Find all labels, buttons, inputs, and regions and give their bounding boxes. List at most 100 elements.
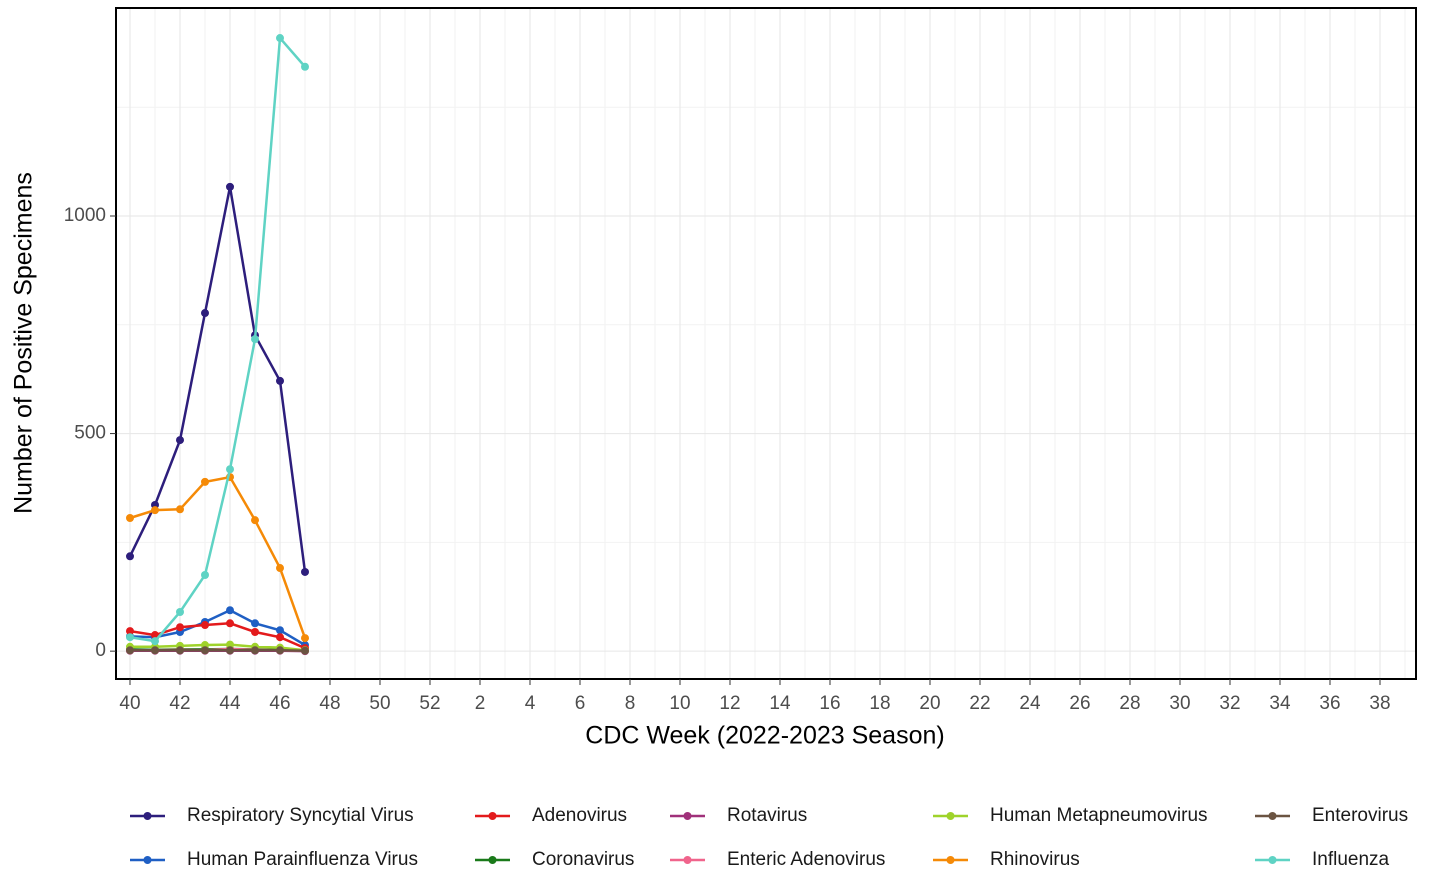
data-point [251,619,259,628]
legend-dot [143,856,152,864]
data-point [251,335,259,344]
x-tick-label: 38 [1369,693,1390,714]
data-point [276,633,284,642]
data-point [276,646,284,655]
legend-label: Rhinovirus [990,849,1080,870]
data-point [301,62,309,71]
data-point [126,552,134,561]
data-point [201,570,209,579]
legend-label: Enteric Adenovirus [727,849,885,870]
data-point [226,606,234,615]
legend-dot [1268,856,1277,864]
x-tick-label: 40 [119,693,140,714]
legend-label: Human Metapneumovirus [990,805,1208,826]
data-point [126,627,134,636]
data-point [176,646,184,655]
data-point [126,513,134,522]
legend-label: Influenza [1312,849,1390,870]
series-line [129,475,307,639]
data-point [176,623,184,632]
data-point [301,567,309,576]
x-tick-label: 42 [169,693,190,714]
legend-dot [488,812,497,820]
series-line [130,643,306,652]
legend: Respiratory Syncytial Virus Human Parainf… [130,805,1408,870]
data-point [226,465,234,474]
x-tick-label: 10 [669,693,690,714]
legend-dot [1268,812,1277,820]
data-point [201,646,209,655]
x-tick-label: 24 [1019,693,1041,714]
x-tick-label: 28 [1119,693,1140,714]
x-axis-title: CDC Week (2022-2023 Season) [585,722,944,750]
x-tick-label: 52 [419,693,440,714]
data-point [301,646,309,655]
y-tick-label: 1000 [64,205,106,226]
x-tick-label: 48 [319,693,340,714]
data-point [201,477,209,486]
plot-border [115,7,1417,680]
data-point [276,626,284,635]
legend-label: Coronavirus [532,849,634,870]
legend-label: Human Parainfluenza Virus [187,849,418,870]
data-point [176,436,184,445]
data-point [151,637,159,646]
data-point [301,634,309,643]
x-tick-label: 36 [1319,693,1340,714]
legend-dot [488,856,497,864]
legend-dot [946,812,955,820]
data-point [151,646,159,655]
data-point [226,640,234,649]
plot-area [126,34,309,656]
legend-label: Enterovirus [1312,805,1408,826]
data-point [201,621,209,630]
data-point [226,619,234,628]
data-point [276,34,284,43]
x-tick-label: 8 [625,693,636,714]
x-tick-label: 46 [269,693,290,714]
x-tick-label: 34 [1269,693,1291,714]
data-point [226,646,234,655]
x-tick-label: 32 [1219,693,1240,714]
data-point [251,628,259,637]
legend-dot [683,856,692,864]
x-tick-label: 2 [475,693,486,714]
x-tick-label: 6 [575,693,586,714]
data-point [176,607,184,616]
data-point [201,309,209,318]
x-tick-label: 22 [969,693,990,714]
x-tick-label: 50 [369,693,390,714]
x-tick-label: 4 [525,693,536,714]
x-tick-label: 30 [1169,693,1190,714]
x-tick-label: 20 [919,693,940,714]
legend-label: Respiratory Syncytial Virus [187,805,414,826]
x-tick-label: 12 [719,693,740,714]
data-point [226,182,234,191]
data-point [251,646,259,655]
x-tick-label: 14 [769,693,791,714]
series-line [128,186,307,573]
series-line [129,622,306,650]
data-point [176,505,184,514]
x-tick-label: 18 [869,693,890,714]
x-tick-label: 44 [219,693,241,714]
legend-label: Rotavirus [727,805,807,826]
legend-dot [143,812,152,820]
legend-dot [683,812,692,820]
y-axis-title: Number of Positive Specimens [10,172,38,514]
y-tick-label: 0 [95,640,106,661]
y-tick-label: 500 [74,423,106,444]
data-point [276,376,284,385]
legend-dot [946,856,955,864]
x-tick-label: 26 [1069,693,1090,714]
series-line [129,34,306,643]
data-point [251,516,259,525]
x-tick-label: 16 [819,693,840,714]
data-point [126,646,134,655]
data-point [276,564,284,573]
legend-label: Adenovirus [532,805,627,826]
data-point [151,506,159,515]
data-point [126,633,134,642]
